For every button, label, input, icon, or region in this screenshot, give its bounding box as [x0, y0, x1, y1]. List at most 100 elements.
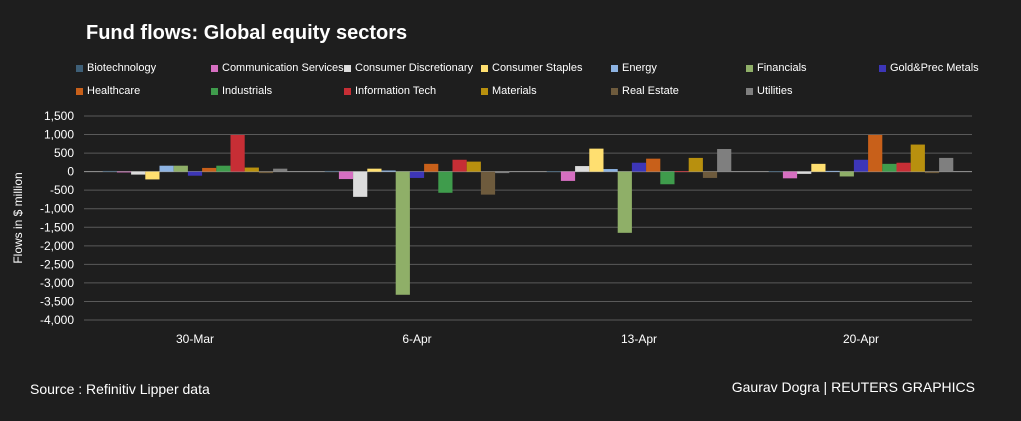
- bar: [159, 165, 174, 172]
- bar: [896, 162, 911, 172]
- bar: [187, 171, 203, 176]
- x-axis-categories: 30-Mar 6-Apr 13-Apr 20-Apr: [176, 332, 879, 346]
- legend-item: Financials: [746, 62, 807, 74]
- bar: [868, 134, 883, 172]
- legend-item: Utilities: [746, 85, 792, 97]
- chart-title: Fund flows: Global equity sectors: [86, 22, 408, 44]
- bar: [702, 171, 718, 178]
- bar: [230, 134, 245, 172]
- legend-item: Information Tech: [344, 85, 436, 97]
- bar: [258, 171, 274, 174]
- legend-item: Biotechnology: [76, 62, 156, 74]
- bar: [631, 162, 647, 172]
- bar: [853, 159, 869, 172]
- legend-swatch: [211, 64, 218, 72]
- y-tick-label: -4,000: [40, 313, 74, 327]
- bar: [660, 171, 675, 185]
- legend-label: Communication Services: [222, 62, 344, 74]
- bar: [546, 171, 561, 173]
- chart-legend: Biotechnology Communication Services Consu…: [76, 62, 996, 108]
- legend-item: Healthcare: [76, 85, 140, 97]
- y-tick-label: 0: [67, 165, 74, 179]
- bar: [603, 169, 618, 172]
- y-axis-label: Flows in $ million: [11, 172, 25, 263]
- legend-item: Communication Services: [211, 62, 344, 74]
- bar: [717, 149, 732, 172]
- bar: [353, 171, 368, 197]
- legend-swatch: [481, 87, 488, 95]
- bar: [145, 171, 160, 180]
- legend-swatch: [746, 64, 753, 72]
- bar: [273, 168, 288, 172]
- legend-label: Consumer Discretionary: [355, 62, 473, 74]
- y-tick-label: 1,000: [44, 128, 74, 142]
- legend-swatch: [344, 64, 351, 72]
- source-note: Source : Refinitiv Lipper data: [30, 381, 210, 397]
- gridlines: [84, 115, 972, 321]
- legend-item: Consumer Staples: [481, 62, 583, 74]
- y-tick-label: -2,500: [40, 257, 74, 271]
- bar: [116, 171, 132, 173]
- bar: [939, 157, 954, 172]
- x-category-label: 13-Apr: [621, 332, 657, 346]
- legend-label: Biotechnology: [87, 62, 157, 74]
- bar: [688, 157, 703, 172]
- bar: [367, 168, 382, 172]
- bar: [560, 171, 576, 181]
- legend-swatch: [611, 87, 618, 95]
- x-category-label: 30-Mar: [176, 332, 214, 346]
- bar: [409, 171, 425, 178]
- credit-note: Gaurav Dogra | REUTERS GRAPHICS: [731, 379, 975, 395]
- bar: [839, 171, 854, 177]
- legend-swatch: [76, 64, 83, 72]
- legend-swatch: [879, 64, 886, 72]
- legend-item: Industrials: [211, 85, 272, 97]
- bar: [674, 171, 689, 173]
- legend-label: Financials: [757, 62, 807, 74]
- bar: [617, 171, 632, 233]
- legend-label: Gold&Prec Metals: [890, 62, 979, 74]
- x-category-label: 6-Apr: [402, 332, 431, 346]
- y-tick-label: -3,500: [40, 294, 74, 308]
- legend-item: Energy: [611, 62, 657, 74]
- legend-swatch: [611, 64, 618, 72]
- bar: [338, 171, 354, 180]
- bar: [646, 158, 661, 172]
- legend-swatch: [746, 87, 753, 95]
- legend-label: Consumer Staples: [492, 62, 583, 74]
- bar: [480, 171, 496, 195]
- bar: [495, 171, 510, 174]
- legend-item: Real Estate: [611, 85, 679, 97]
- legend-swatch: [481, 64, 488, 72]
- bar: [395, 171, 410, 295]
- legend-item: Consumer Discretionary: [344, 62, 473, 74]
- y-tick-label: -1,000: [40, 202, 74, 216]
- bar: [575, 166, 590, 172]
- y-tick-label: -3,000: [40, 276, 74, 290]
- legend-label: Information Tech: [355, 85, 437, 97]
- bar: [216, 165, 231, 172]
- y-tick-label: -500: [50, 183, 74, 197]
- bar: [782, 171, 798, 179]
- bar: [768, 171, 783, 173]
- bar: [811, 163, 826, 172]
- legend-row: Healthcare Industrials Information Tech Mat…: [76, 85, 996, 108]
- legend-label: Materials: [492, 85, 537, 97]
- legend-item: Materials: [481, 85, 537, 97]
- legend-row: Biotechnology Communication Services Consu…: [76, 62, 996, 85]
- bar: [825, 170, 840, 172]
- legend-swatch: [211, 87, 218, 95]
- bar: [244, 167, 259, 172]
- bar: [324, 170, 339, 172]
- bar: [589, 148, 604, 172]
- bar: [910, 144, 925, 172]
- legend-label: Industrials: [222, 85, 273, 97]
- legend-label: Utilities: [757, 85, 793, 97]
- y-tick-label: -2,000: [40, 239, 74, 253]
- bar: [202, 167, 217, 172]
- bar: [924, 171, 940, 174]
- bar: [131, 171, 146, 175]
- bar: [466, 161, 481, 172]
- x-category-label: 20-Apr: [843, 332, 879, 346]
